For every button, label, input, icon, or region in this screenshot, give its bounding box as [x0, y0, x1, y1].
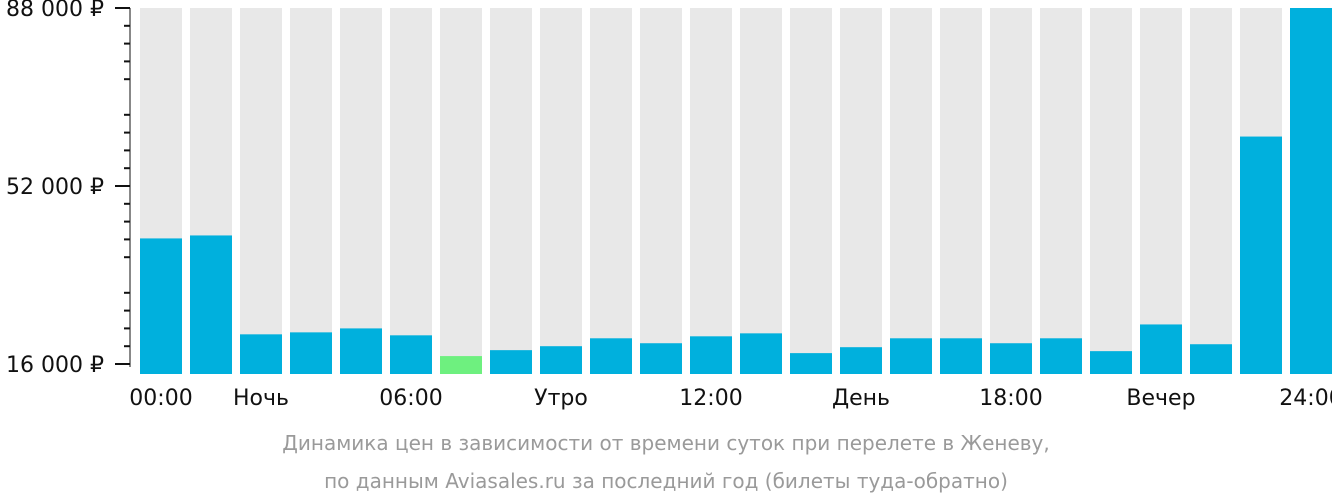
- price-bar-hour-16[interactable]: [940, 338, 982, 374]
- x-tick-label: 06:00: [379, 386, 442, 411]
- background-bar: [740, 8, 782, 374]
- y-tick-label: 88 000 ₽: [6, 0, 104, 22]
- price-bar-hour-22[interactable]: [1240, 136, 1282, 374]
- background-bar: [340, 8, 382, 374]
- background-bar: [440, 8, 482, 374]
- price-bar-hour-7[interactable]: [490, 350, 532, 374]
- background-bar: [940, 8, 982, 374]
- background-bar: [990, 8, 1032, 374]
- price-bar-hour-3[interactable]: [290, 332, 332, 374]
- background-bar: [290, 8, 332, 374]
- background-bar: [1140, 8, 1182, 374]
- price-bar-hour-4[interactable]: [340, 328, 382, 374]
- price-bar-hour-1[interactable]: [190, 235, 232, 374]
- price-bar-hour-13[interactable]: [790, 353, 832, 374]
- background-bar: [590, 8, 632, 374]
- price-bar-hour-8[interactable]: [540, 346, 582, 374]
- price-bars: [140, 8, 1332, 374]
- background-bar: [890, 8, 932, 374]
- price-bar-hour-20[interactable]: [1140, 324, 1182, 374]
- x-tick-label: Утро: [534, 386, 588, 411]
- background-bar: [1190, 8, 1232, 374]
- background-bar: [490, 8, 532, 374]
- price-bar-hour-23[interactable]: [1290, 8, 1332, 374]
- price-bar-hour-12[interactable]: [740, 333, 782, 374]
- background-bar: [390, 8, 432, 374]
- y-tick-label: 16 000 ₽: [6, 353, 104, 378]
- x-tick-label: 24:00: [1279, 386, 1332, 411]
- price-bar-hour-10[interactable]: [640, 343, 682, 374]
- price-bar-hour-14[interactable]: [840, 347, 882, 374]
- price-by-hour-chart: 88 000 ₽ 52 000 ₽ 16 000 ₽ 00:00 Ночь 06:00 У…: [6, 0, 1332, 411]
- background-bar: [640, 8, 682, 374]
- background-bar: [840, 8, 882, 374]
- price-bar-hour-17[interactable]: [990, 343, 1032, 374]
- background-bar: [540, 8, 582, 374]
- x-tick-label: День: [832, 386, 890, 411]
- x-tick-label: 00:00: [129, 386, 192, 411]
- price-bar-hour-5[interactable]: [390, 335, 432, 374]
- chart-caption-line-2: по данным Aviasales.ru за последний год …: [324, 469, 1008, 493]
- background-bar: [1040, 8, 1082, 374]
- chart-caption-line-1: Динамика цен в зависимости от времени су…: [282, 431, 1050, 455]
- price-bar-hour-6[interactable]: [440, 356, 482, 374]
- price-bar-hour-2[interactable]: [240, 334, 282, 374]
- background-bars: [140, 8, 1332, 374]
- x-axis-labels: 00:00 Ночь 06:00 Утро 12:00 День 18:00 Вечер 24:…: [129, 386, 1332, 411]
- x-tick-label: Вечер: [1126, 386, 1195, 411]
- price-bar-hour-19[interactable]: [1090, 351, 1132, 374]
- price-bar-hour-11[interactable]: [690, 336, 732, 374]
- background-bar: [240, 8, 282, 374]
- price-bar-hour-18[interactable]: [1040, 338, 1082, 374]
- price-bar-hour-9[interactable]: [590, 338, 632, 374]
- y-axis: 88 000 ₽ 52 000 ₽ 16 000 ₽: [6, 0, 131, 378]
- x-tick-label: 12:00: [679, 386, 742, 411]
- background-bar: [690, 8, 732, 374]
- y-tick-label: 52 000 ₽: [6, 175, 104, 200]
- price-bar-hour-21[interactable]: [1190, 344, 1232, 374]
- price-bar-hour-0[interactable]: [140, 238, 182, 374]
- price-bar-hour-15[interactable]: [890, 338, 932, 374]
- background-bar: [790, 8, 832, 374]
- x-tick-label: 18:00: [979, 386, 1042, 411]
- background-bar: [1090, 8, 1132, 374]
- x-tick-label: Ночь: [233, 386, 289, 411]
